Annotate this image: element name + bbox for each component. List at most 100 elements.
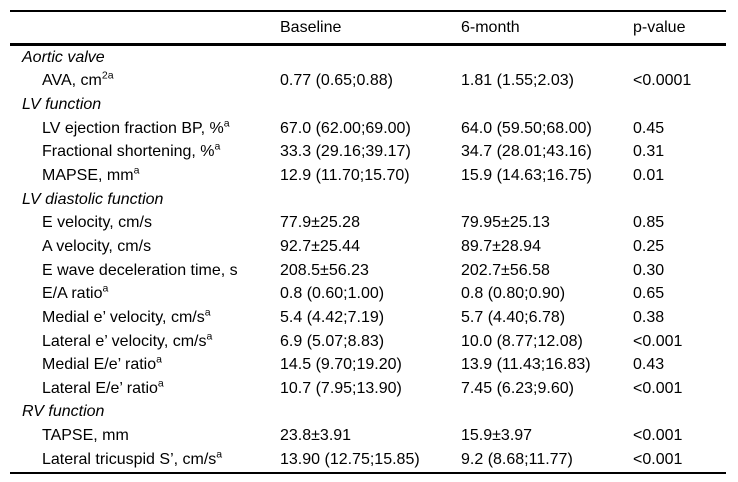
- cell-p-value: <0.001: [633, 379, 683, 397]
- cell-baseline: 0.8 (0.60;1.00): [280, 285, 385, 303]
- table-row-tapse: TAPSE, mm 23.8±3.91 15.9±3.97 <0.001: [10, 424, 726, 448]
- row-label-text: E velocity, cm/s: [42, 214, 152, 232]
- column-header-p-value: p-value: [633, 18, 686, 36]
- cell-p-value: <0.001: [633, 332, 683, 350]
- row-label-text: TAPSE, mm: [42, 427, 129, 445]
- cell-6month: 9.2 (8.68;11.77): [461, 450, 573, 468]
- cell-6month: 7.45 (6.23;9.60): [461, 379, 574, 397]
- footnote-marker: 2a: [101, 70, 114, 83]
- table-row-a-velocity: A velocity, cm/s 92.7±25.44 89.7±28.94 0…: [10, 235, 726, 259]
- section-title: Aortic valve: [22, 48, 105, 66]
- cell-baseline: 33.3 (29.16;39.17): [280, 143, 411, 161]
- cell-baseline: 13.90 (12.75;15.85): [280, 450, 420, 468]
- cell-6month: 64.0 (59.50;68.00): [461, 119, 592, 137]
- row-label: Medial E/e’ ratioa: [10, 353, 280, 374]
- row-label: AVA, cm2a: [10, 70, 280, 90]
- cell-p-value: 0.30: [633, 261, 665, 279]
- cell-6month: 15.9±3.97: [461, 427, 533, 445]
- row-label-text: Lateral E/e’ ratio: [42, 379, 158, 397]
- row-label: Lateral tricuspid S’, cm/sa: [10, 448, 280, 469]
- row-label: E velocity, cm/s: [10, 214, 280, 232]
- row-label-text: Fractional shortening, %: [42, 143, 215, 161]
- column-header-baseline: Baseline: [280, 18, 342, 36]
- cell-6month: 34.7 (28.01;43.16): [461, 143, 592, 161]
- cell-baseline: 10.7 (7.95;13.90): [280, 379, 402, 397]
- section-row-lv-function: LV function: [10, 93, 726, 117]
- footnote-marker: a: [206, 330, 213, 343]
- footnote-marker: a: [156, 353, 162, 366]
- cell-baseline: 12.9 (11.70;15.70): [280, 167, 410, 185]
- footnote-marker: a: [133, 164, 140, 177]
- table-row-fractional-shortening: Fractional shortening, %a 33.3 (29.16;39…: [10, 141, 726, 165]
- cell-6month: 15.9 (14.63;16.75): [461, 167, 592, 185]
- table-row-medial-e-velocity: Medial e’ velocity, cm/sa 5.4 (4.42;7.19…: [10, 306, 726, 330]
- cell-p-value: <0.0001: [633, 72, 692, 90]
- cell-baseline: 6.9 (5.07;8.83): [280, 332, 385, 350]
- cell-p-value: 0.01: [633, 167, 665, 185]
- section-row-rv-function: RV function: [10, 401, 726, 425]
- table-row-ava: AVA, cm2a 0.77 (0.65;0.88) 1.81 (1.55;2.…: [10, 70, 726, 94]
- cell-baseline: 208.5±56.23: [280, 261, 369, 279]
- section-row-aortic-valve: Aortic valve: [10, 46, 726, 70]
- row-label-text: Medial E/e’ ratio: [42, 356, 157, 374]
- table-row-medial-ee-ratio: Medial E/e’ ratioa 14.5 (9.70;19.20) 13.…: [10, 353, 726, 377]
- row-label-text: E/A ratio: [42, 285, 103, 303]
- cell-p-value: <0.001: [633, 450, 683, 468]
- cell-baseline: 5.4 (4.42;7.19): [280, 308, 385, 326]
- cell-6month: 79.95±25.13: [461, 214, 550, 232]
- cell-p-value: 0.25: [633, 237, 665, 255]
- row-label-text: E wave deceleration time, s: [42, 261, 238, 279]
- row-label: LV ejection fraction BP, %a: [10, 117, 280, 138]
- row-label: E wave deceleration time, s: [10, 262, 280, 280]
- cell-6month: 0.8 (0.80;0.90): [461, 285, 566, 303]
- footnote-marker: a: [157, 377, 164, 390]
- section-row-lv-diastolic-function: LV diastolic function: [10, 188, 726, 212]
- cell-6month: 89.7±28.94: [461, 237, 541, 255]
- row-label: Fractional shortening, %a: [10, 141, 280, 161]
- row-label-text: AVA, cm: [42, 72, 102, 90]
- cell-p-value: 0.45: [633, 119, 665, 137]
- footnote-marker: a: [204, 306, 211, 319]
- cell-baseline: 23.8±3.91: [280, 427, 352, 445]
- row-label: Lateral E/e’ ratioa: [10, 377, 280, 398]
- cell-baseline: 0.77 (0.65;0.88): [280, 72, 393, 90]
- cell-6month: 13.9 (11.43;16.83): [461, 356, 591, 374]
- cell-baseline: 77.9±25.28: [280, 214, 360, 232]
- section-title: LV function: [22, 96, 102, 114]
- row-label-text: MAPSE, mm: [42, 167, 134, 185]
- cell-6month: 5.7 (4.40;6.78): [461, 308, 566, 326]
- table-row-lateral-tricuspid-s: Lateral tricuspid S’, cm/sa 13.90 (12.75…: [10, 448, 726, 472]
- cell-p-value: 0.31: [633, 143, 665, 161]
- cell-p-value: <0.001: [633, 427, 683, 445]
- table-header-row: Baseline 6-month p-value: [10, 12, 726, 46]
- row-label-text: A velocity, cm/s: [42, 237, 152, 255]
- cell-p-value: 0.85: [633, 214, 665, 232]
- column-header-6month: 6-month: [461, 18, 520, 36]
- row-label-text: Medial e’ velocity, cm/s: [42, 308, 205, 326]
- row-label-text: LV ejection fraction BP, %: [42, 119, 224, 137]
- cell-6month: 202.7±56.58: [461, 261, 550, 279]
- section-title: RV function: [22, 403, 105, 421]
- table-row-lvef: LV ejection fraction BP, %a 67.0 (62.00;…: [10, 117, 726, 141]
- row-label: Lateral e’ velocity, cm/sa: [10, 330, 280, 351]
- results-table: Baseline 6-month p-value Aortic valve AV…: [10, 10, 726, 474]
- row-label-text: Lateral tricuspid S’, cm/s: [42, 450, 217, 468]
- cell-6month: 10.0 (8.77;12.08): [461, 332, 583, 350]
- row-label-text: Lateral e’ velocity, cm/s: [42, 332, 207, 350]
- footnote-marker: a: [216, 448, 223, 461]
- table-row-ea-ratio: E/A ratioa 0.8 (0.60;1.00) 0.8 (0.80;0.9…: [10, 282, 726, 306]
- cell-baseline: 67.0 (62.00;69.00): [280, 119, 411, 137]
- row-label: A velocity, cm/s: [10, 238, 280, 256]
- row-label: TAPSE, mm: [10, 427, 280, 445]
- footnote-marker: a: [102, 282, 109, 295]
- footnote-marker: a: [223, 117, 230, 130]
- cell-p-value: 0.38: [633, 308, 665, 326]
- table-row-lateral-e-velocity: Lateral e’ velocity, cm/sa 6.9 (5.07;8.8…: [10, 330, 726, 354]
- cell-baseline: 14.5 (9.70;19.20): [280, 356, 402, 374]
- table-row-e-wave-deceleration: E wave deceleration time, s 208.5±56.23 …: [10, 259, 726, 283]
- cell-p-value: 0.43: [633, 356, 665, 374]
- table-row-e-velocity: E velocity, cm/s 77.9±25.28 79.95±25.13 …: [10, 211, 726, 235]
- footnote-marker: a: [214, 141, 221, 154]
- table-row-lateral-ee-ratio: Lateral E/e’ ratioa 10.7 (7.95;13.90) 7.…: [10, 377, 726, 401]
- section-title: LV diastolic function: [22, 190, 164, 208]
